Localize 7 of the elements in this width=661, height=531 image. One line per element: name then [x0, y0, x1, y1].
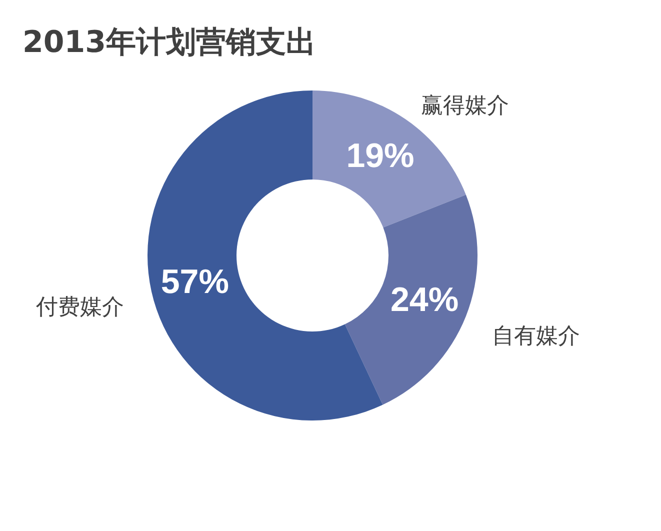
chart-title: 2013年计划营销支出: [22, 25, 316, 60]
data-label: 19%: [346, 136, 414, 175]
data-label: 24%: [390, 280, 459, 319]
slice-label: 付费媒介: [35, 295, 124, 320]
slice-label: 自有媒介: [492, 324, 580, 350]
data-label: 57%: [160, 262, 229, 301]
slice-label: 赢得媒介: [420, 93, 509, 118]
